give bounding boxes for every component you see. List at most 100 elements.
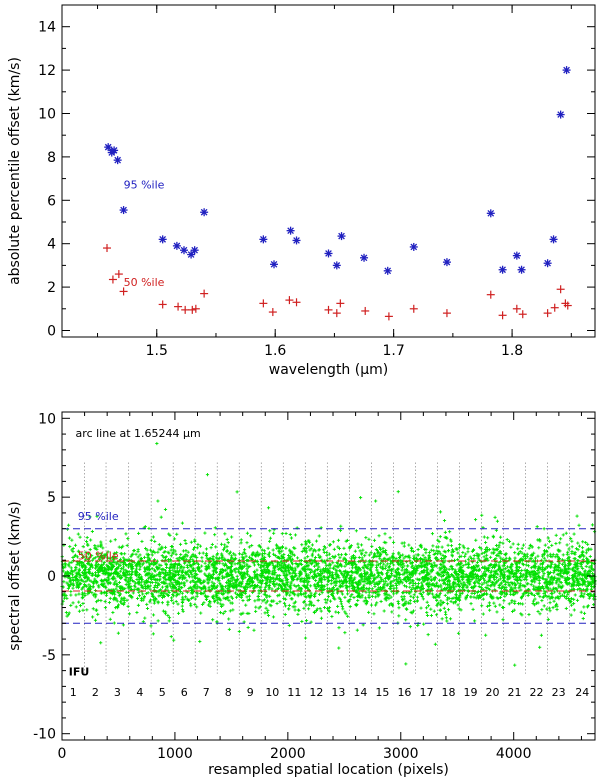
bottom-point xyxy=(156,619,160,623)
bottom-point xyxy=(74,605,78,609)
bottom-point xyxy=(169,634,173,639)
bottom-point xyxy=(502,599,506,603)
top-point-95 xyxy=(286,226,295,235)
bottom-point xyxy=(166,613,170,618)
bottom-point xyxy=(304,603,308,607)
bottom-point xyxy=(516,547,520,551)
bottom-point xyxy=(376,554,380,558)
bottom-point xyxy=(561,533,565,537)
bottom-point xyxy=(404,662,408,666)
top-point-95 xyxy=(332,261,341,270)
bottom-point xyxy=(423,556,427,560)
bottom-point xyxy=(291,605,295,609)
bottom-scatter-points xyxy=(60,441,597,667)
bottom-point xyxy=(558,591,562,595)
bottom-point xyxy=(245,531,250,535)
top-y-tick-label: 8 xyxy=(47,150,56,166)
bottom-point xyxy=(573,593,577,597)
top-point-50 xyxy=(268,308,277,317)
bottom-point xyxy=(466,547,470,551)
top-y-tick-label: 0 xyxy=(47,323,56,339)
bottom-point xyxy=(169,548,173,552)
ifu-number: 2 xyxy=(92,686,99,699)
top-point-50 xyxy=(174,302,183,311)
top-point-95 xyxy=(498,265,507,274)
bottom-point xyxy=(246,573,250,577)
bottom-point xyxy=(175,532,179,536)
bottom-point xyxy=(570,549,574,554)
bottom-point xyxy=(203,531,207,535)
bottom-point xyxy=(181,609,185,613)
bottom-point xyxy=(266,613,271,618)
bottom-point xyxy=(109,539,113,543)
ifu-number: 22 xyxy=(530,686,544,699)
bottom-plot-title: arc line at 1.65244 μm xyxy=(76,427,201,440)
bottom-point xyxy=(76,532,80,536)
bottom-point xyxy=(569,536,573,541)
bottom-point xyxy=(493,604,497,608)
bottom-point xyxy=(197,551,202,555)
bottom-point xyxy=(203,561,207,565)
bottom-point xyxy=(155,585,159,589)
bottom-point xyxy=(352,595,356,600)
bottom-point xyxy=(200,559,204,563)
bottom-point xyxy=(581,616,585,621)
bottom-point xyxy=(374,595,378,599)
bottom-point xyxy=(584,540,588,545)
top-point-95 xyxy=(549,235,558,244)
bottom-point xyxy=(160,585,165,589)
top-point-50 xyxy=(188,305,197,314)
bottom-point xyxy=(486,583,490,587)
bottom-point xyxy=(126,604,130,608)
bottom-point xyxy=(264,606,268,610)
bottom-point xyxy=(303,556,307,560)
bottom-point xyxy=(265,599,269,603)
bottom-point xyxy=(536,554,540,558)
bottom-point xyxy=(405,564,410,568)
bottom-point xyxy=(407,543,411,547)
bottom-point xyxy=(218,561,222,565)
bottom-x-tick-label: 3000 xyxy=(383,746,419,762)
bottom-point xyxy=(367,537,371,541)
bottom-point xyxy=(263,551,267,556)
bottom-point xyxy=(117,545,121,549)
bottom-point xyxy=(78,535,82,539)
bottom-point xyxy=(244,603,248,607)
bottom-point xyxy=(438,535,442,539)
top-point-95 xyxy=(360,253,369,262)
bottom-point xyxy=(90,529,94,534)
bottom-point xyxy=(253,599,257,603)
bottom-point xyxy=(503,594,507,598)
bottom-point xyxy=(397,602,401,606)
bottom-point xyxy=(163,545,168,549)
bottom-point xyxy=(554,533,558,537)
bottom-y-tick-label: 5 xyxy=(47,490,56,506)
bottom-point xyxy=(538,595,542,599)
bottom-point xyxy=(96,598,100,602)
bottom-point xyxy=(542,556,546,560)
bottom-point xyxy=(345,592,350,596)
bottom-point xyxy=(103,606,108,610)
bottom-point xyxy=(287,623,291,628)
bottom-point xyxy=(492,601,496,605)
bottom-point xyxy=(437,578,442,582)
bottom-point xyxy=(532,551,536,555)
bottom-point xyxy=(201,551,205,555)
bottom-point xyxy=(293,608,297,612)
bottom-point xyxy=(542,604,546,608)
bottom-point xyxy=(442,606,446,610)
top-point-50 xyxy=(191,304,200,313)
bottom-point xyxy=(569,597,573,601)
bottom-point xyxy=(457,555,462,559)
bottom-point xyxy=(383,532,387,536)
bottom-point xyxy=(289,558,293,562)
bottom-point xyxy=(136,548,140,552)
bottom-label-50-percentile: 50 %ile xyxy=(78,549,119,562)
bottom-point xyxy=(538,645,542,649)
bottom-point xyxy=(564,531,568,535)
top-x-tick-label: 1.8 xyxy=(501,343,523,359)
bottom-point xyxy=(343,564,347,568)
bottom-point xyxy=(559,537,563,541)
bottom-point xyxy=(584,564,588,568)
